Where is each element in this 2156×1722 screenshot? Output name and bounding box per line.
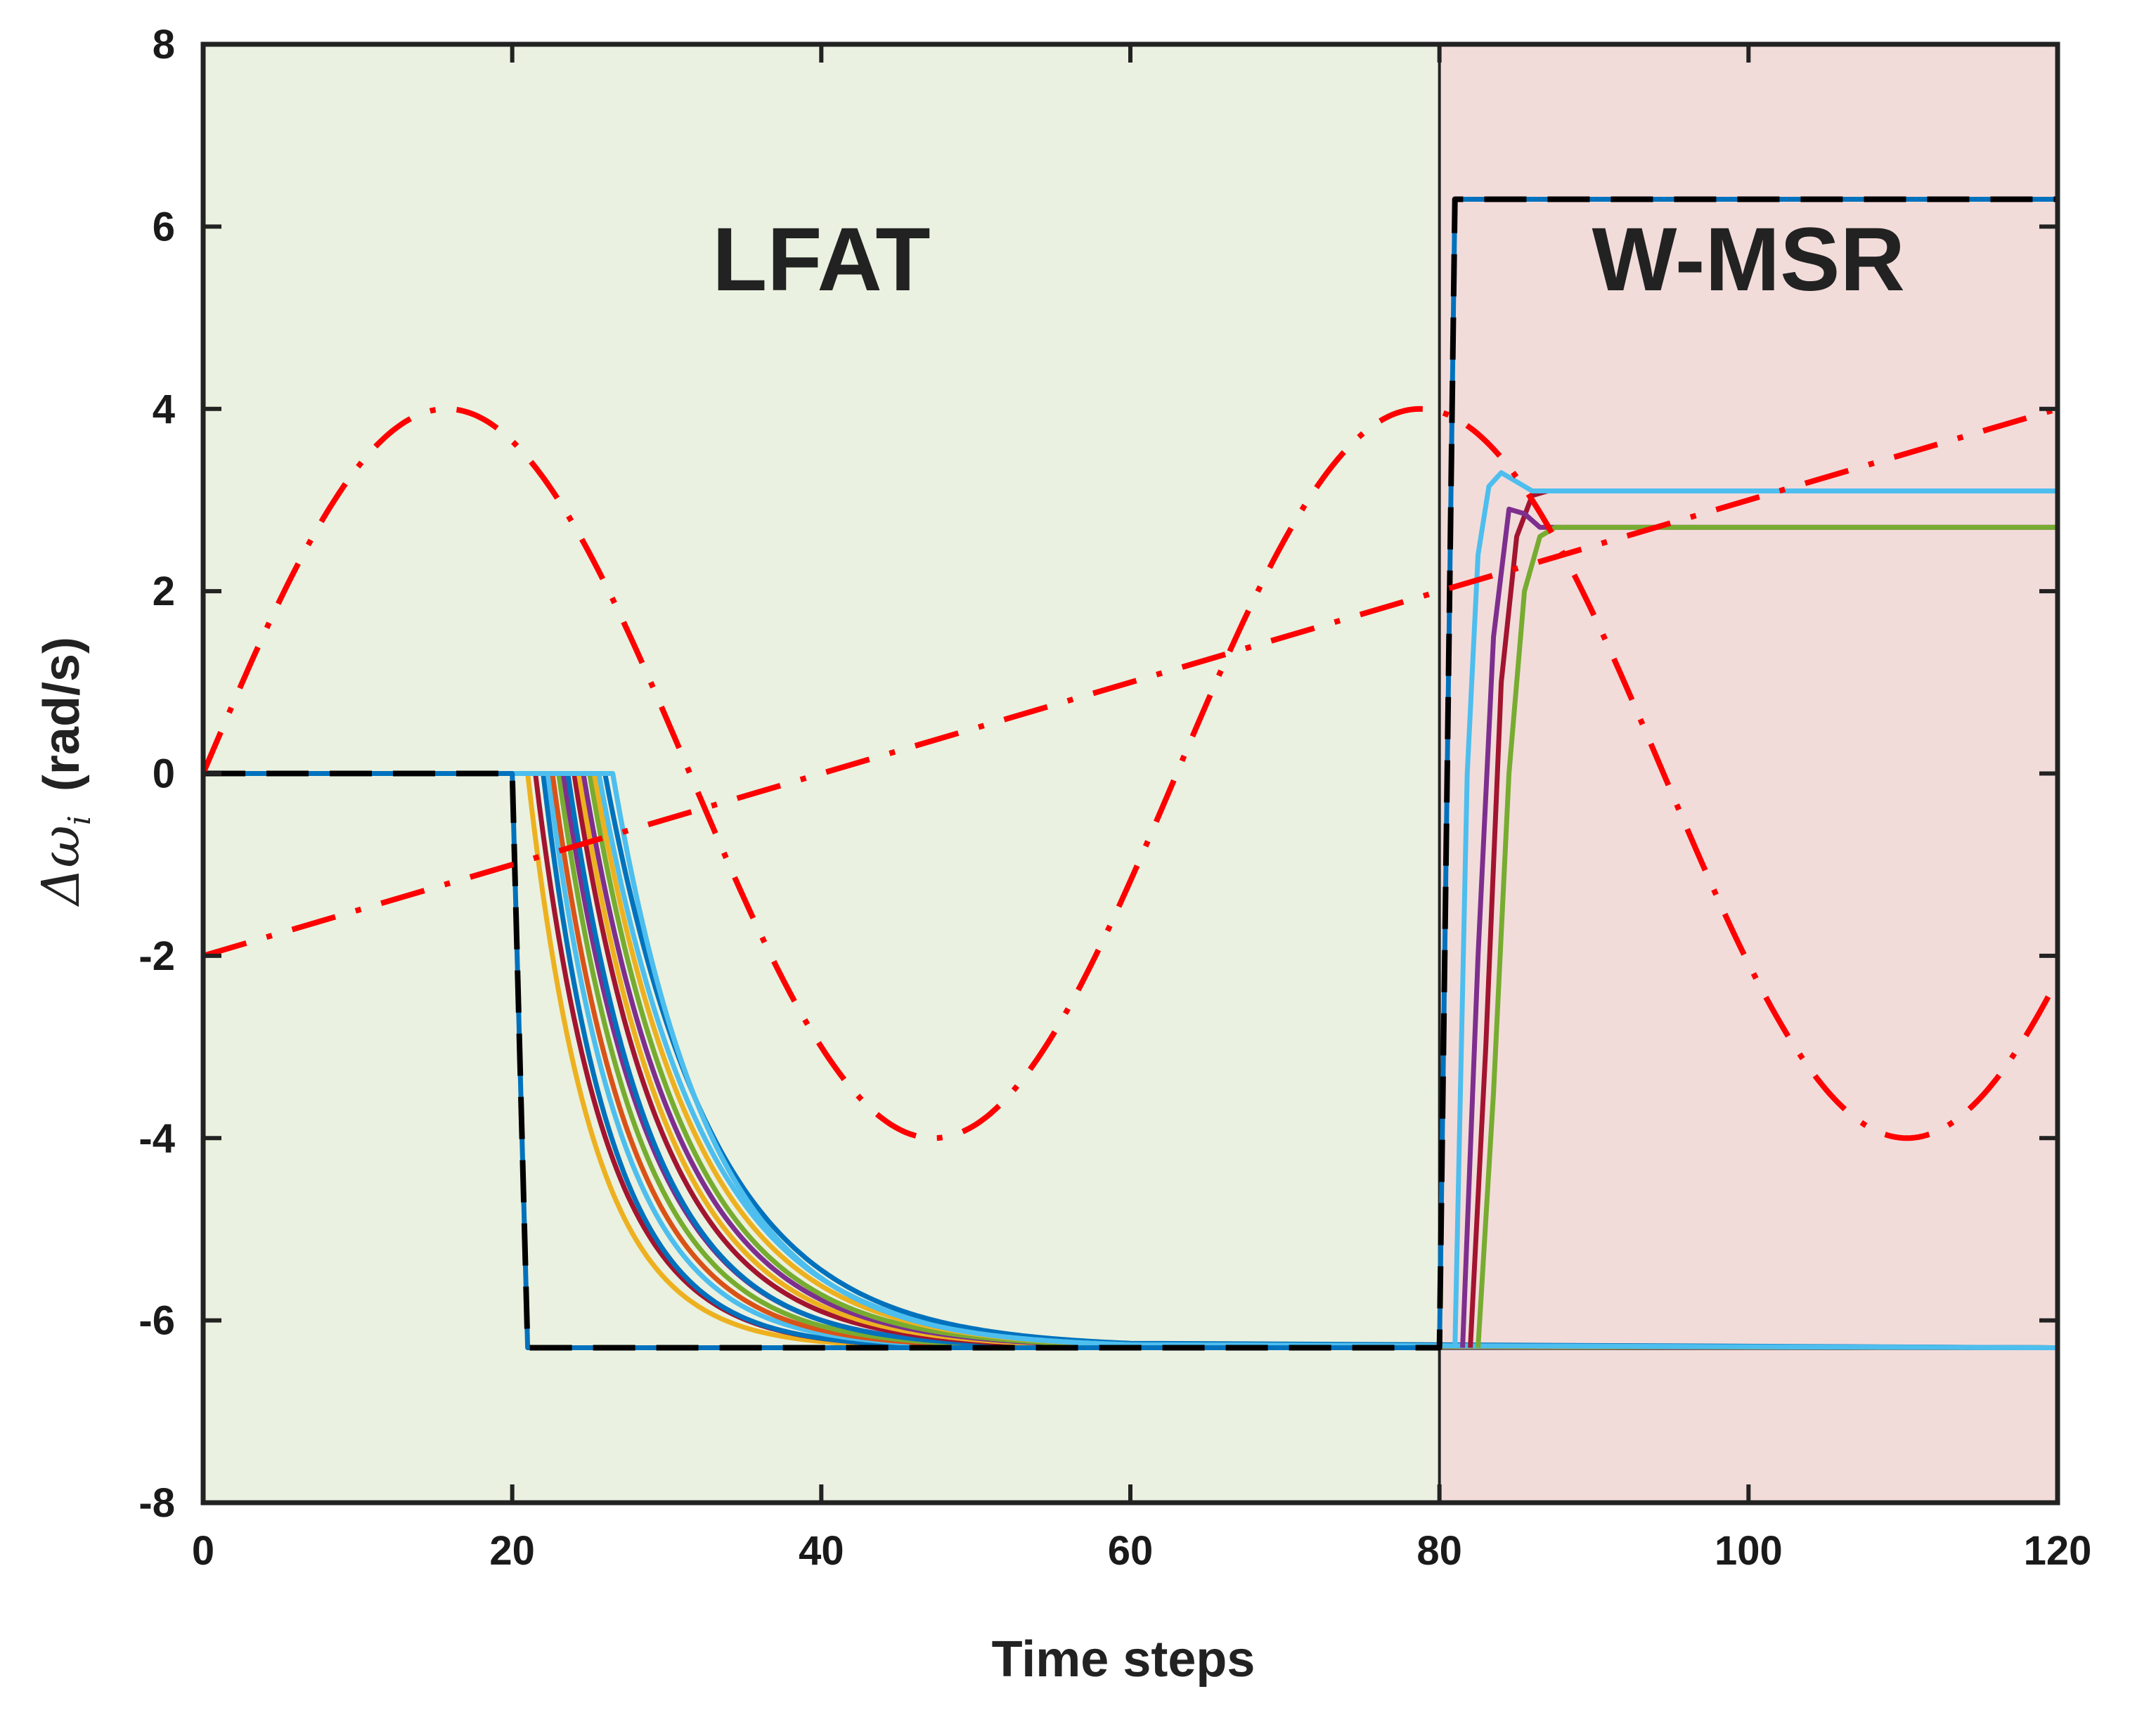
y-tick-label: 2 [153,569,175,614]
y-tick-label: 6 [153,204,175,250]
series-attack-reference-black [203,196,2058,1351]
y-axis-delta: Δ [31,868,91,907]
y-axis-unit: (rad/s) [34,637,90,791]
region-label-lfat: LFAT [712,209,930,310]
series-sine-reference [200,406,2060,1141]
region-labels: LFAT W-MSR [712,209,1905,310]
x-axis-title: Time steps [992,1631,1255,1688]
series-group [200,196,2060,1351]
region-w-msr-background [1439,44,2058,1503]
y-tick-label: -6 [138,1298,175,1344]
y-tick-label: 8 [153,22,175,67]
x-tick-label: 60 [1108,1528,1154,1574]
x-tick-label: 80 [1416,1528,1462,1574]
y-tick-label: -2 [138,933,175,979]
series-ramp-reference [202,406,2059,959]
x-tick-label: 100 [1715,1528,1783,1574]
y-tick-label: 0 [153,751,175,797]
y-axis-title: Δωi (rad/s) [31,637,98,907]
y-tick-label: 4 [153,387,175,432]
region-label-w-msr: W-MSR [1592,209,1905,310]
x-tick-label: 120 [2024,1528,2092,1574]
series-agent-flat-light-blue [203,771,2058,1350]
series-recovery-light-blue [1452,470,2058,1348]
y-tick-label: -8 [138,1480,175,1526]
x-tick-label: 0 [192,1528,214,1574]
x-tick-label: 40 [799,1528,844,1574]
x-tick-label: 20 [489,1528,535,1574]
y-axis-title-text: Δωi (rad/s) [31,637,98,907]
y-axis-subscript: i [62,815,98,825]
y-axis-omega: ω [31,825,91,867]
y-tick-label: -4 [138,1115,175,1161]
series-recovery-green [1476,524,2058,1348]
background-regions [203,44,2058,1503]
